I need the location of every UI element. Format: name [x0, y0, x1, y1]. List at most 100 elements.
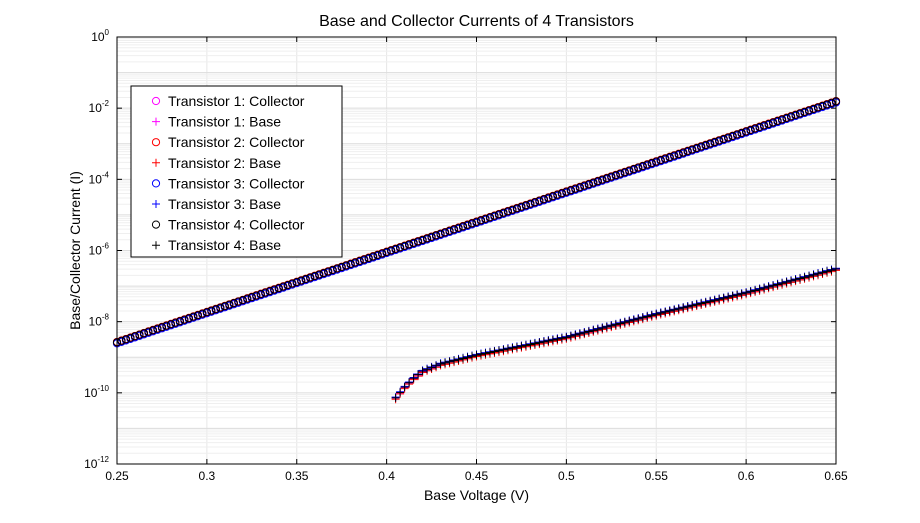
base-point: [423, 365, 432, 374]
collector-point: [360, 255, 369, 264]
collector-point: [292, 277, 301, 287]
legend-label: Transistor 1: Collector: [168, 93, 305, 109]
collector-point: [616, 169, 625, 178]
base-point: [580, 328, 589, 337]
base-point: [688, 301, 697, 310]
collector-point: [557, 189, 566, 198]
base-point: [557, 334, 566, 343]
collector-point: [126, 333, 135, 342]
base-point: [782, 278, 791, 287]
collector-point: [575, 183, 584, 192]
x-tick-label: 0.55: [645, 469, 669, 483]
base-point: [823, 267, 832, 276]
collector-point: [620, 168, 629, 177]
collector-point: [562, 187, 571, 196]
collector-point: [777, 115, 787, 124]
legend-marker-circle: [151, 220, 161, 229]
collector-point: [166, 320, 176, 329]
collector-point: [724, 133, 733, 142]
collector-point: [539, 195, 549, 204]
x-axis-label: Base Voltage (V): [424, 487, 529, 503]
base-point: [683, 302, 692, 311]
collector-point: [243, 294, 252, 303]
base-point: [445, 357, 454, 366]
collector-point: [598, 175, 607, 184]
collector-point: [818, 101, 827, 111]
collector-point: [517, 202, 526, 211]
collector-point: [418, 235, 427, 245]
base-point: [692, 300, 701, 309]
collector-point: [602, 174, 611, 183]
collector-point: [481, 214, 490, 223]
collector-point: [580, 181, 589, 190]
collector-point: [827, 98, 836, 108]
legend-box: [130, 85, 343, 258]
collector-point: [297, 276, 306, 285]
collector-point: [634, 163, 643, 172]
base-point: [589, 326, 598, 335]
collector-point: [764, 119, 773, 129]
base-point: [544, 336, 553, 345]
y-tick-label: 10-6: [89, 242, 110, 258]
collector-point: [638, 162, 647, 171]
base-point: [751, 286, 760, 295]
collector-point: [665, 153, 674, 162]
base-point: [755, 285, 764, 294]
collector-point: [688, 145, 697, 154]
chart-title: Base and Collector Currents of 4 Transis…: [319, 13, 634, 30]
collector-point: [162, 321, 171, 330]
collector-point: [310, 271, 319, 281]
base-point: [719, 294, 728, 303]
collector-point: [130, 332, 140, 341]
collector-point: [715, 136, 724, 145]
base-point: [584, 327, 593, 336]
series-transistor-4-collector: [112, 97, 841, 347]
collector-point: [593, 177, 602, 186]
collector-point: [301, 274, 310, 284]
base-point: [764, 282, 773, 291]
collector-point: [485, 213, 495, 222]
collector-point: [697, 142, 706, 151]
collector-point: [679, 148, 688, 157]
collector-point: [337, 262, 346, 272]
base-point: [607, 321, 616, 330]
collector-point: [571, 184, 580, 193]
collector-point: [706, 139, 715, 148]
base-point: [396, 388, 405, 397]
base-point: [737, 289, 746, 298]
base-point: [593, 325, 602, 334]
axis-ticks: 0.25 0.3 0.35 0.4 0.45 0.5 0.55 0.6 0.65 100 10-2 1…: [84, 28, 848, 483]
base-point: [809, 270, 818, 279]
collector-point: [364, 253, 373, 263]
collector-point: [782, 113, 791, 123]
base-point: [814, 269, 823, 278]
x-tick-label: 0.3: [199, 469, 216, 483]
x-tick-label: 0.35: [285, 469, 309, 483]
collector-point: [400, 241, 409, 251]
collector-point: [252, 291, 261, 300]
collector-point: [373, 250, 382, 260]
collector-point: [548, 192, 557, 201]
collector-point: [643, 160, 652, 169]
base-point: [674, 304, 683, 313]
base-point: [530, 339, 539, 348]
collector-point: [436, 229, 445, 239]
collector-point: [449, 225, 459, 234]
base-point: [476, 350, 485, 359]
collector-point: [553, 190, 562, 199]
base-point: [778, 279, 787, 288]
base-point: [553, 335, 562, 344]
base-point: [746, 287, 755, 296]
base-point: [679, 303, 688, 312]
y-tick-label: 10-8: [89, 313, 110, 329]
base-point: [634, 314, 643, 323]
x-tick-label: 0.45: [465, 469, 489, 483]
collector-point: [809, 104, 818, 114]
legend-label: Transistor 2: Collector: [168, 134, 305, 150]
collector-point: [755, 122, 764, 132]
collector-point: [369, 252, 378, 261]
base-point: [548, 335, 557, 344]
base-point: [638, 313, 647, 322]
collector-point: [413, 237, 423, 246]
base-point: [427, 363, 436, 372]
